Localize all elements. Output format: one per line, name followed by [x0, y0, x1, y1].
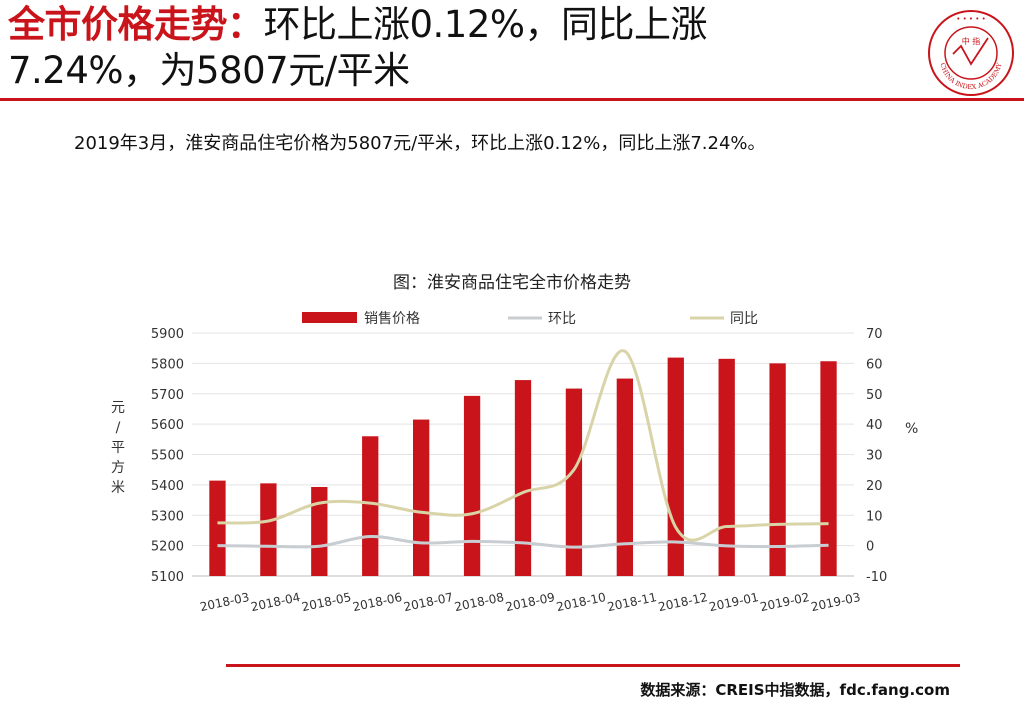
data-source: 数据来源：CREIS中指数据，fdc.fang.com: [640, 681, 950, 699]
bar: [514, 380, 532, 576]
x-tick-label: 2018-04: [250, 590, 302, 614]
headline-line2: 7.24%，为5807元/平米: [8, 49, 410, 92]
china-index-academy-seal-icon: CHINA INDEX ACADEMY 中 指 • • • • •: [928, 10, 1014, 96]
x-tick-label: 2019-02: [759, 590, 811, 614]
x-tick-label: 2018-07: [402, 590, 454, 614]
x-tick-label: 2018-05: [300, 590, 352, 614]
x-tick-label: 2018-08: [453, 590, 505, 614]
y-tick-label: 5800: [151, 357, 184, 372]
y2-tick-label: 70: [866, 327, 883, 342]
x-tick-label: 2018-11: [606, 590, 658, 614]
headline: 全市价格走势：环比上涨0.12%，同比上涨 7.24%，为5807元/平米: [8, 2, 908, 94]
headline-highlight: 全市价格走势：: [8, 3, 264, 46]
y-tick-label: 5500: [151, 449, 184, 464]
y2-axis-label: %: [905, 421, 918, 437]
x-tick-label: 2019-01: [708, 590, 760, 614]
y2-tick-label: -10: [866, 570, 887, 585]
bar: [209, 480, 226, 576]
legend-price-label: 销售价格: [364, 311, 420, 327]
bar: [616, 378, 633, 576]
mom-line: [217, 535, 829, 549]
footer-rule: [226, 664, 960, 667]
bar: [820, 361, 837, 576]
y-axis-label-char: 方: [111, 460, 125, 476]
y2-tick-label: 60: [866, 357, 883, 372]
y-axis-label-char: 米: [111, 480, 125, 496]
y-axis-label-char: 平: [111, 440, 125, 456]
bar: [769, 363, 786, 576]
bar: [565, 388, 583, 576]
x-tick-label: 2019-03: [810, 590, 862, 614]
price-trend-chart: 5100 5200 5300 5400 5500 5600 5700 5800 5900 -10 0…: [111, 311, 918, 614]
bar: [463, 395, 481, 576]
x-tick-label: 2018-12: [657, 590, 709, 614]
svg-text:• • • • •: • • • • •: [956, 15, 986, 23]
y-tick-label: 5600: [151, 418, 184, 433]
y2-tick-label: 10: [866, 509, 883, 524]
bar: [718, 358, 735, 576]
y-tick-label: 5900: [151, 327, 184, 342]
y-tick-label: 5300: [151, 509, 184, 524]
y-tick-label: 5200: [151, 540, 184, 555]
x-tick-label: 2018-03: [199, 590, 251, 614]
bar: [260, 483, 277, 576]
y-tick-label: 5700: [151, 388, 184, 403]
y2-tick-label: 50: [866, 388, 883, 403]
y-axis-label-char: 元: [111, 400, 125, 416]
chart-title: 图：淮安商品住宅全市价格走势: [393, 273, 631, 293]
header-rule: [0, 98, 1024, 101]
bar: [362, 436, 379, 576]
legend-yoy-label: 同比: [730, 311, 758, 327]
y-tick-label: 5400: [151, 479, 184, 494]
summary-text: 2019年3月，淮安商品住宅价格为5807元/平米，环比上涨0.12%，同比上涨…: [74, 133, 766, 154]
x-tick-label: 2018-10: [555, 590, 607, 614]
y2-tick-label: 20: [866, 479, 883, 494]
y2-tick-label: 40: [866, 418, 883, 433]
legend-price-swatch: [302, 312, 357, 323]
yoy-line: [217, 349, 829, 542]
bar: [413, 419, 430, 576]
y2-tick-label: 0: [866, 540, 874, 555]
logo-center-text: 中 指: [962, 36, 981, 46]
headline-line1: 环比上涨0.12%，同比上涨: [263, 3, 708, 46]
bar: [311, 487, 328, 576]
x-tick-label: 2018-06: [351, 590, 403, 614]
y-axis-label-char: /: [116, 420, 121, 436]
x-tick-label: 2018-09: [504, 590, 556, 614]
y-tick-label: 5100: [151, 570, 184, 585]
legend-mom-label: 环比: [548, 311, 576, 327]
y2-tick-label: 30: [866, 449, 883, 464]
